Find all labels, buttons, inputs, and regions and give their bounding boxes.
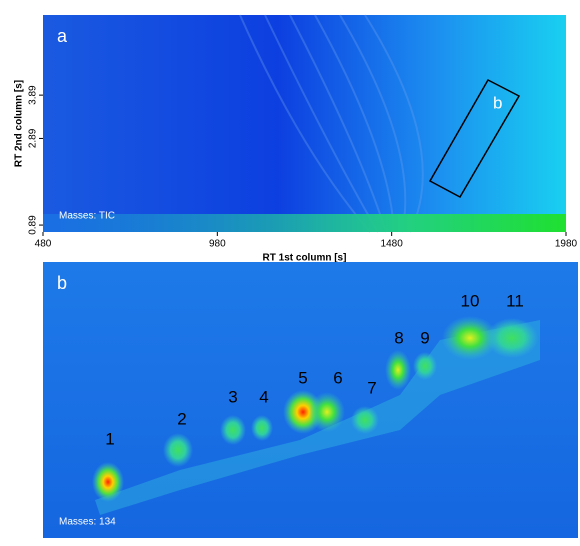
streak [264, 14, 379, 233]
x-tick-label: 1980 [555, 239, 578, 250]
peak-label: 4 [259, 387, 268, 406]
streak [239, 14, 371, 233]
region-box [428, 79, 521, 199]
peak [351, 406, 379, 434]
peak [385, 350, 411, 390]
region-label: b [493, 93, 502, 112]
peak [442, 316, 498, 360]
x-tick-label: 480 [35, 239, 52, 250]
y-axis-label: RT 2nd column [s] [14, 80, 25, 167]
y-tick-label: 0.89 [28, 215, 39, 235]
peak-label: 9 [420, 328, 429, 347]
peak [251, 415, 273, 441]
peak-label: 2 [177, 409, 186, 428]
peak-label: 11 [506, 291, 524, 310]
y-tick-label: 3.89 [28, 85, 39, 105]
masses-annotation: Masses: TIC [59, 211, 115, 222]
peak [309, 392, 345, 432]
baseline-band [43, 214, 566, 232]
peak [486, 318, 538, 358]
peak [92, 462, 124, 502]
peak [163, 433, 193, 467]
peak-label: 10 [461, 291, 480, 310]
peak-label: 5 [298, 368, 307, 387]
x-tick-label: 1480 [381, 239, 404, 250]
streak [314, 14, 395, 233]
streak [364, 14, 424, 233]
peak-label: 6 [333, 368, 342, 387]
peak [413, 352, 437, 380]
peak-label: 3 [228, 387, 237, 406]
x-tick-label: 980 [209, 239, 226, 250]
streak [289, 14, 387, 233]
peak [220, 415, 246, 445]
peak-label: 8 [394, 328, 403, 347]
panel-label: a [57, 26, 68, 46]
y-tick-label: 2.89 [28, 128, 39, 148]
peak-label: 7 [367, 378, 376, 397]
x-axis-label: RT 1st column [s] [263, 253, 347, 264]
peak-label: 1 [105, 429, 114, 448]
panel-label: b [57, 273, 67, 293]
masses-annotation: Masses: 134 [59, 517, 116, 528]
streak [339, 14, 407, 233]
heatmap-background [43, 15, 566, 232]
